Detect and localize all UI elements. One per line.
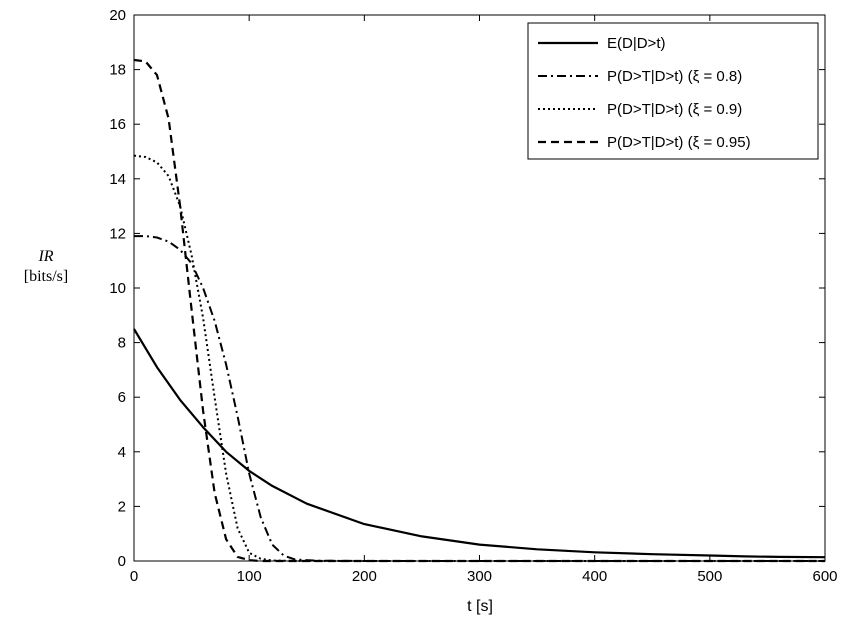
- legend: E(D|D>t) P(D>T|D>t) (ξ = 0.8) P(D>T|D>t) (…: [527, 22, 819, 160]
- y-tick-label: 4: [118, 444, 126, 461]
- x-tick-label: 500: [697, 568, 722, 585]
- y-tick-label: 12: [109, 225, 126, 242]
- y-tick-label: 8: [118, 335, 126, 352]
- legend-box: [527, 22, 819, 160]
- series-line-3: [133, 154, 825, 562]
- y-tick-label: 6: [118, 389, 126, 406]
- y-axis-label-line1: IR: [37, 248, 53, 265]
- series-line-1: [133, 328, 826, 559]
- legend-label-4: P(D>T|D>t) (ξ = 0.95): [607, 134, 751, 151]
- legend-label-3: P(D>T|D>t) (ξ = 0.9): [607, 101, 742, 118]
- x-tick-label: 600: [812, 568, 837, 585]
- y-tick-label: 0: [118, 553, 126, 570]
- legend-label-2: P(D>T|D>t) (ξ = 0.8): [607, 68, 742, 85]
- y-tick-label: 10: [109, 280, 126, 297]
- legend-label-1: E(D|D>t): [607, 35, 665, 52]
- y-axis-label-line2: [bits/s]: [24, 268, 68, 285]
- axis-ticks: 0 100 200 300 400 500 600 0 2 4 6 8 10 12 14 16 18 20: [109, 7, 837, 585]
- x-tick-label: 300: [467, 568, 492, 585]
- series-group: [133, 58, 826, 563]
- y-tick-label: 16: [109, 116, 126, 133]
- x-tick-label: 200: [352, 568, 377, 585]
- y-tick-label: 2: [118, 498, 126, 515]
- x-axis-label: t [s]: [467, 598, 493, 615]
- series-line-4: [133, 58, 825, 563]
- x-tick-label: 100: [237, 568, 262, 585]
- y-tick-label: 18: [109, 62, 126, 79]
- y-tick-label: 14: [109, 171, 126, 188]
- x-tick-label: 0: [130, 568, 138, 585]
- x-tick-label: 400: [582, 568, 607, 585]
- y-tick-label: 20: [109, 7, 126, 24]
